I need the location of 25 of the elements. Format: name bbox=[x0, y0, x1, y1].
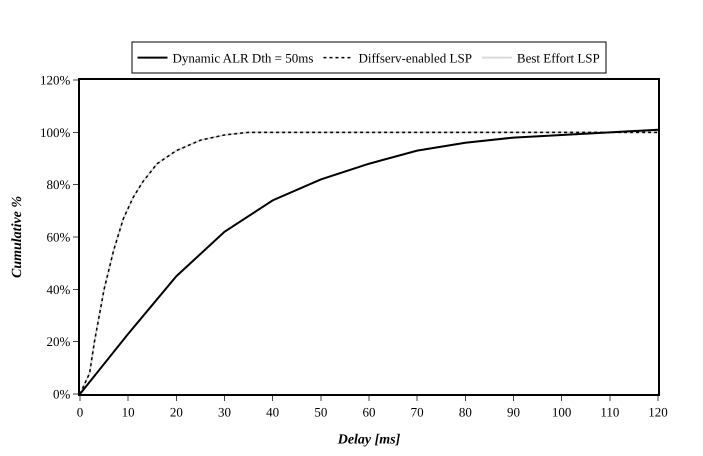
x-tick-label: 120 bbox=[648, 404, 668, 420]
x-tick-label: 100 bbox=[552, 404, 572, 420]
legend-label: Dynamic ALR Dth = 50ms bbox=[172, 50, 314, 66]
y-axis-title: Cumulative % bbox=[10, 196, 26, 278]
x-tick-label: 50 bbox=[314, 404, 328, 420]
y-tick-label: 0% bbox=[53, 386, 71, 402]
x-axis-title: Delay [ms] bbox=[336, 432, 401, 448]
x-tick-label: 30 bbox=[218, 404, 231, 420]
y-tick-label: 100% bbox=[40, 124, 71, 140]
y-tick-label: 20% bbox=[46, 334, 71, 350]
x-tick-label: 70 bbox=[410, 404, 424, 420]
y-tick-label: 120% bbox=[40, 72, 71, 88]
y-tick-label: 80% bbox=[46, 177, 71, 192]
x-tick-label: 60 bbox=[362, 404, 376, 420]
x-tick-label: 80 bbox=[458, 404, 472, 420]
y-tick-label: 60% bbox=[46, 230, 71, 245]
legend-label: Best Effort LSP bbox=[516, 50, 600, 66]
legend-label: Diffserv-enabled LSP bbox=[358, 50, 472, 66]
x-tick-label: 90 bbox=[507, 404, 520, 420]
x-tick-label: 20 bbox=[170, 404, 183, 420]
y-tick-label: 40% bbox=[46, 282, 71, 297]
x-tick-label: 110 bbox=[600, 404, 620, 420]
x-tick-label: 0 bbox=[76, 404, 84, 420]
x-tick-label: 40 bbox=[266, 404, 280, 420]
x-tick-label: 10 bbox=[122, 404, 135, 420]
